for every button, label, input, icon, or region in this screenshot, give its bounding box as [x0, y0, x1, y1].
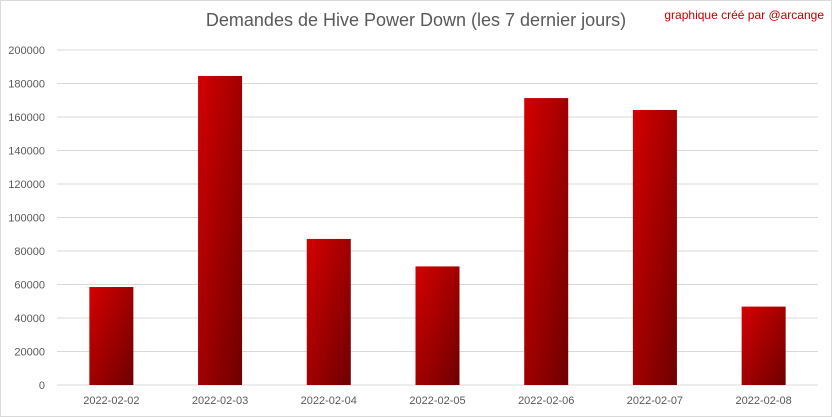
bar: [306, 238, 351, 385]
bar: [198, 75, 243, 386]
x-tick-label: 2022-02-02: [83, 395, 139, 407]
y-tick-label: 100000: [8, 213, 45, 225]
x-tick-label: 2022-02-04: [301, 395, 357, 407]
x-tick-label: 2022-02-07: [627, 395, 683, 407]
y-axis-ticks: 0 20000 40000 60000 80000 100000 120000 140000 1…: [8, 45, 45, 392]
x-tick-label: 2022-02-06: [518, 395, 574, 407]
y-tick-label: 140000: [8, 146, 45, 158]
y-tick-label: 80000: [14, 246, 45, 258]
x-axis-ticks: 2022-02-02 2022-02-03 2022-02-04 2022-02-05…: [83, 395, 792, 407]
bar: [632, 109, 677, 385]
chart-title: Demandes de Hive Power Down (les 7 derni…: [205, 10, 627, 30]
x-tick-label: 2022-02-08: [736, 395, 792, 407]
bar: [89, 287, 134, 385]
y-tick-label: 0: [39, 380, 45, 392]
bar-series: [89, 75, 786, 386]
bar: [415, 266, 460, 385]
x-tick-label: 2022-02-05: [409, 395, 465, 407]
y-tick-label: 120000: [8, 179, 45, 191]
bar: [741, 306, 786, 385]
y-tick-label: 160000: [8, 112, 45, 124]
y-tick-label: 20000: [14, 347, 45, 359]
bar: [524, 98, 569, 385]
y-tick-label: 60000: [14, 280, 45, 292]
y-tick-label: 200000: [8, 45, 45, 57]
y-tick-label: 40000: [14, 313, 45, 325]
y-tick-label: 180000: [8, 79, 45, 91]
x-tick-label: 2022-02-03: [192, 395, 248, 407]
chart-credit: graphique créé par @arcange: [664, 8, 824, 22]
